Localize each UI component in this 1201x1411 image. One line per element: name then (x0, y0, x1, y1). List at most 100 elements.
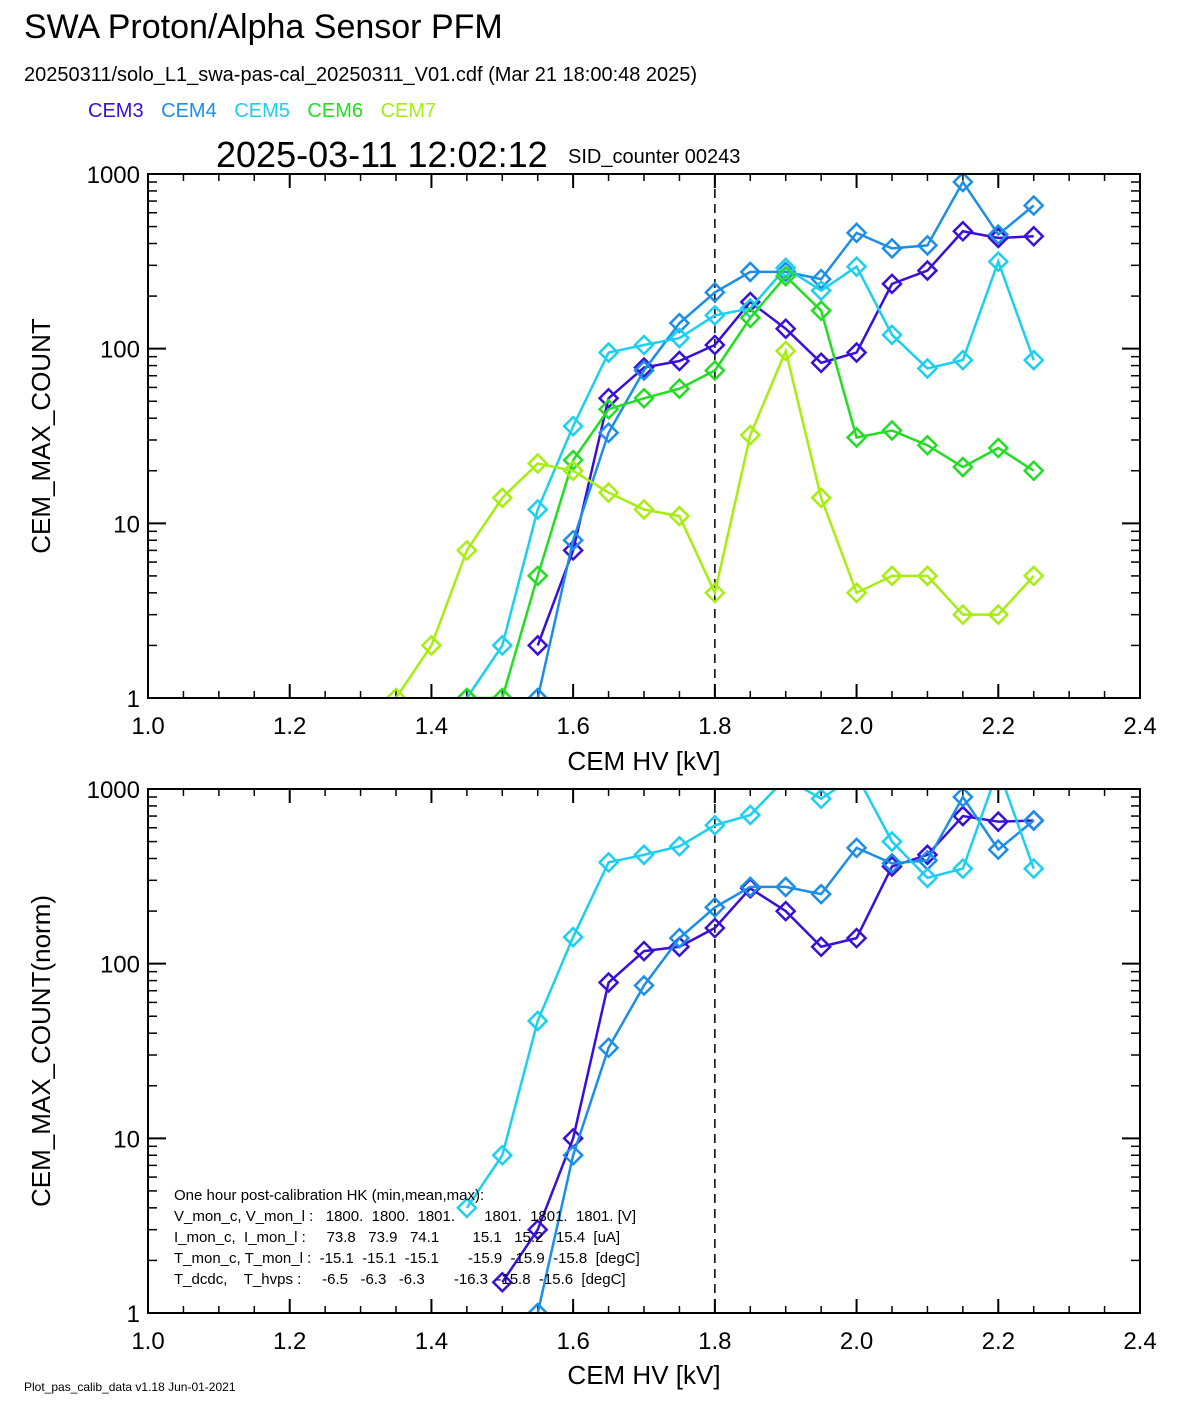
p1-data-point-cem6 (562, 449, 584, 471)
p2-data-point-cem5 (952, 857, 974, 880)
p2-data-point-cem3 (597, 971, 620, 994)
p1-data-point-cem5 (491, 634, 514, 657)
p1-data-point-cem5 (562, 415, 584, 437)
p1-ytick-label: 1000 (87, 162, 140, 189)
p2-data-point-cem5 (526, 1010, 549, 1032)
p2-data-point-cem4 (562, 1144, 584, 1167)
p1-data-point-cem3 (739, 291, 762, 313)
p1-data-point-cem4 (562, 529, 584, 552)
p1-ytick-label: 1 (127, 686, 140, 713)
p2-data-point-cem3 (952, 805, 974, 827)
p1-data-point-cem4 (774, 261, 797, 283)
p1-data-point-cem7 (385, 687, 407, 698)
p1-data-point-cem3 (810, 352, 832, 374)
p2-data-point-cem4 (774, 876, 797, 898)
p1-data-point-cem5 (881, 324, 903, 346)
p1-data-point-cem4 (845, 222, 868, 244)
p2-data-point-cem4 (597, 1036, 620, 1059)
p1-data-point-cem5 (1022, 349, 1045, 371)
p1-data-point-cem7 (845, 582, 868, 604)
p2-data-point-cem3 (633, 940, 655, 962)
p1-xtick-label: 2.4 (1123, 713, 1156, 740)
p2-data-point-cem4 (739, 876, 762, 898)
p1-data-point-cem3 (562, 539, 584, 562)
p1-data-point-cem4 (739, 261, 762, 283)
p1-data-point-cem4 (597, 421, 620, 444)
p1-data-point-cem7 (597, 481, 620, 504)
p2-data-point-cem3 (845, 927, 868, 949)
p2-xtick-label: 1.6 (556, 1328, 589, 1355)
p1-data-point-cem7 (916, 565, 939, 587)
p1-data-point-cem3 (704, 334, 726, 356)
sid-counter: SID_counter 00243 (568, 146, 741, 168)
p2-xtick-label: 1.8 (698, 1328, 731, 1355)
p1-data-point-cem3 (526, 634, 549, 657)
p2-data-point-cem5 (562, 926, 584, 948)
p2-data-point-cem5 (989, 760, 1007, 778)
timestamp: 2025-03-11 12:02:12 (216, 134, 548, 175)
p2-series-cem4 (526, 789, 1045, 1313)
p1-data-point-cem7 (562, 459, 584, 482)
p1-data-point-cem4 (526, 687, 549, 698)
p1-xtick-label: 1.4 (415, 713, 448, 740)
p2-xtick-label: 2.4 (1123, 1328, 1156, 1355)
p2-data-point-cem3 (668, 935, 691, 958)
footer-version: Plot_pas_calib_data v1.18 Jun-01-2021 (24, 1380, 236, 1394)
p1-data-point-cem6 (916, 434, 939, 456)
p1-data-point-cem6 (526, 565, 549, 587)
p1-data-point-cem7 (420, 634, 443, 657)
p2-data-point-cem5 (848, 766, 866, 784)
p1-data-point-cem7 (491, 487, 514, 509)
p1-data-point-cem3 (987, 227, 1010, 249)
p1-xtick-label: 1.0 (131, 713, 164, 740)
p1-data-point-cem7 (774, 340, 797, 362)
p2-data-point-cem3 (491, 1271, 514, 1294)
p1-series-line-cem4 (536, 179, 1035, 698)
p1-data-point-cem5 (704, 304, 726, 327)
p1-series-line-cem7 (394, 346, 1035, 698)
p1-ytick-label: 10 (113, 511, 140, 538)
legend-entry-cem3: CEM3 (88, 100, 144, 122)
p2-ytick-label: 100 (100, 952, 140, 979)
p1-data-point-cem7 (810, 487, 832, 509)
p1-plot-frame (147, 173, 1141, 699)
p2-data-point-cem5 (810, 789, 832, 810)
p1-data-point-cem6 (952, 456, 974, 478)
p1-series-line-cem3 (536, 229, 1034, 646)
p2-xtick-label: 1.0 (131, 1328, 164, 1355)
legend-entry-cem6: CEM6 (307, 100, 363, 122)
p2-data-point-cem4 (881, 852, 903, 875)
p1-data-point-cem5 (916, 357, 939, 380)
p1-data-point-cem4 (633, 359, 655, 382)
legend-entry-cem5: CEM5 (234, 100, 290, 122)
p1-series-cem5 (456, 250, 1045, 698)
p1-data-point-cem4 (916, 234, 939, 257)
p2-series-line-cem4 (536, 794, 1035, 1313)
p1-data-point-cem7 (456, 539, 478, 562)
p2-data-point-cem4 (952, 789, 974, 808)
p2-data-point-cem5 (633, 844, 655, 866)
p1-xtick-label: 1.6 (556, 713, 589, 740)
p2-xtick-label: 2.0 (840, 1328, 873, 1355)
p2-ytick-label: 10 (113, 1126, 140, 1153)
p2-data-point-cem4 (633, 974, 655, 997)
p1-data-point-cem6 (491, 687, 514, 698)
p2-ytick-label: 1000 (87, 777, 140, 804)
p1-series-line-cem6 (466, 274, 1035, 698)
p1-data-point-cem3 (916, 259, 939, 282)
p2-data-point-cem4 (987, 838, 1010, 861)
p2-y-axis-label: CEM_MAX_COUNT(norm) (26, 895, 56, 1207)
p1-data-point-cem6 (987, 437, 1010, 459)
p2-data-point-cem5 (881, 830, 903, 853)
p2-data-point-cem5 (597, 851, 620, 874)
p2-hk-line: I_mon_c, I_mon_l : 73.8 73.9 74.1 15.1 1… (174, 1229, 620, 1246)
p1-data-point-cem6 (704, 359, 726, 382)
p1-data-point-cem5 (952, 349, 974, 371)
p1-data-point-cem6 (845, 426, 868, 449)
p1-data-point-cem6 (810, 299, 832, 322)
p2-data-point-cem5 (456, 1197, 478, 1219)
p1-data-point-cem7 (704, 582, 726, 604)
p2-data-point-cem3 (704, 917, 726, 939)
p2-data-point-cem5 (668, 835, 691, 858)
p1-y-axis-label: CEM_MAX_COUNT (26, 318, 56, 554)
